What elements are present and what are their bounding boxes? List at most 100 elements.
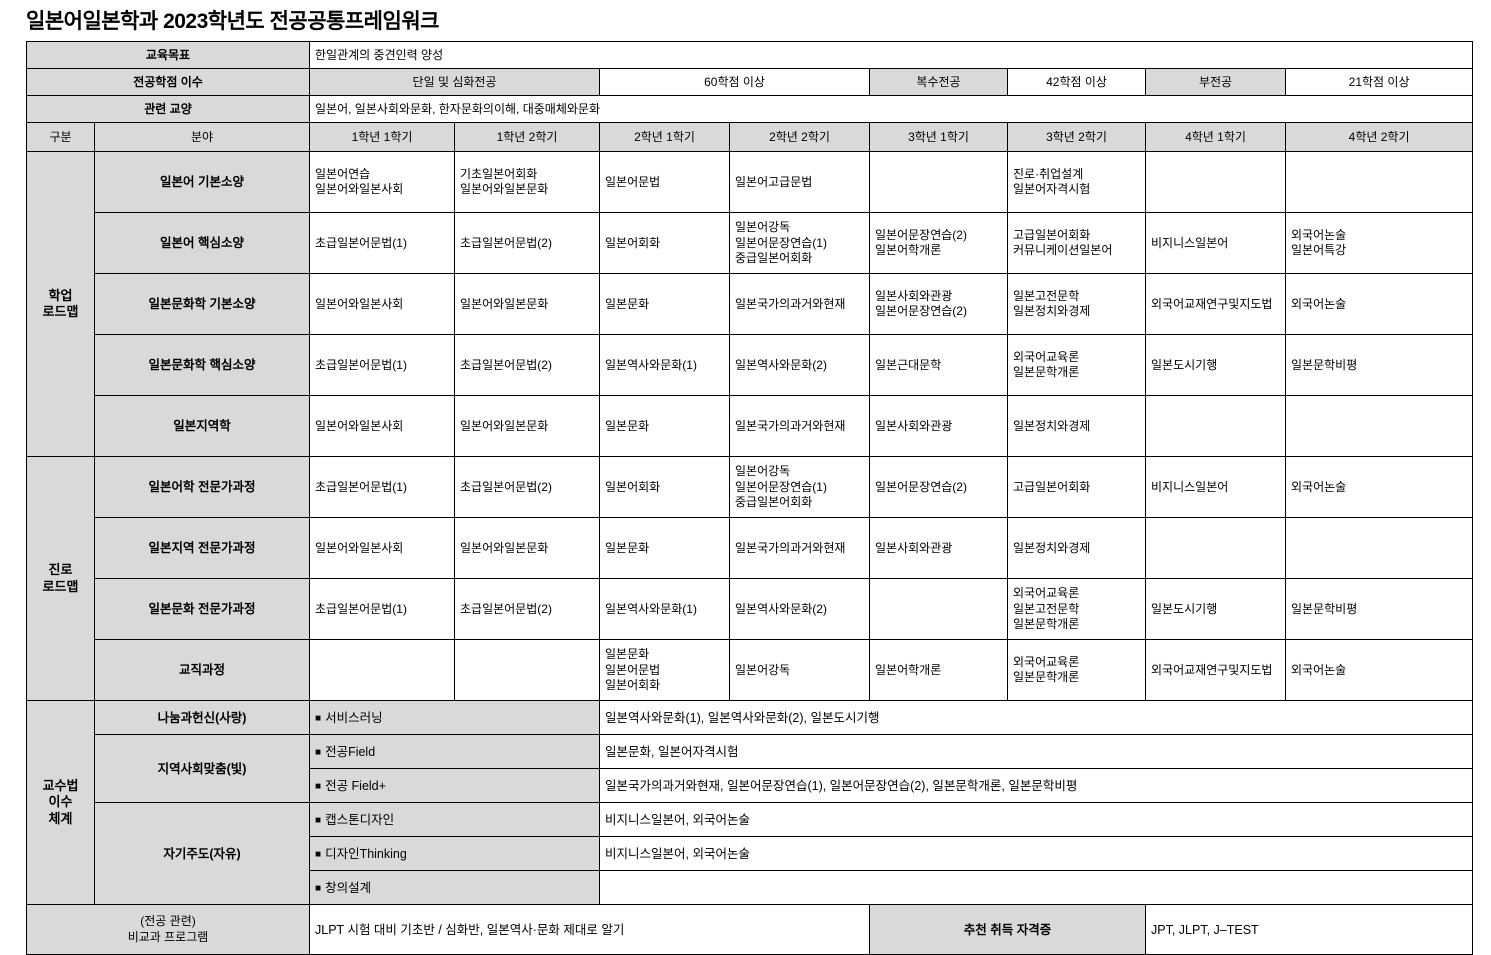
extracurricular-label: (전공 관련) 비교과 프로그램 (25, 904, 311, 955)
course-cell (1285, 395, 1474, 458)
teaching-method-label: 전공 Field+ (325, 778, 386, 793)
course-cell: 일본어와일본문화 (454, 273, 601, 336)
teaching-method-row: 교수법 이수 체계 나눔과헌신(사랑) ■ 서비스러닝 일본역사와문화(1), 일… (26, 700, 1474, 906)
square-bullet-icon: ■ (315, 780, 322, 792)
course-cell (1145, 151, 1287, 214)
teaching-method-label: 디자인Thinking (325, 846, 407, 861)
course-cell: 초급일본어문법(1) (309, 334, 456, 397)
square-bullet-icon: ■ (315, 814, 322, 826)
teaching-group-label: 자기주도(자유) (93, 802, 311, 906)
course-cell: 고급일본어회화 (1007, 456, 1147, 519)
course-cell: 외국어교재연구및지도법 (1145, 273, 1287, 336)
column-header-sem-3-2: 3학년 2학기 (1007, 122, 1147, 153)
table-row: 일본문화학 핵심소양 초급일본어문법(1) 초급일본어문법(2) 일본역사와문화… (27, 334, 1474, 397)
page-title: 일본어일본학과 2023학년도 전공공통프레임워크 (26, 10, 439, 33)
column-header-area: 분야 (93, 122, 311, 153)
teaching-method-row: 자기주도(자유) ■ 캡스톤디자인 비지니스일본어, 외국어논술 (27, 802, 1474, 906)
teaching-method-courses: 비지니스일본어, 외국어논술 (599, 802, 1474, 838)
major-credits-label: 전공학점 이수 (25, 68, 311, 97)
teaching-method-name: ■ 디자인Thinking (309, 836, 601, 872)
course-cell: 비지니스일본어 (1145, 456, 1287, 519)
area-label: 일본어 기본소양 (93, 151, 311, 214)
section-label-teaching-system: 교수법 이수 체계 (26, 700, 95, 906)
teaching-method-name: ■ 창의설계 (309, 870, 601, 906)
liberal-arts-value: 일본어, 일본사회와문화, 한자문화의이해, 대중매체와문화 (309, 95, 1474, 124)
education-goal-value: 한일관계의 중견인력 양성 (309, 41, 1474, 70)
course-cell: 비지니스일본어 (1145, 212, 1287, 275)
teaching-method-label: 창의설계 (325, 880, 372, 895)
course-cell: 일본역사와문화(2) (729, 578, 871, 641)
teaching-method-courses: 일본문화, 일본어자격시험 (599, 734, 1474, 770)
course-cell: 외국어교육론 일본문학개론 (1007, 334, 1147, 397)
course-cell: 일본문화 (599, 395, 731, 458)
course-cell: 고급일본어회화 커뮤니케이션일본어 (1007, 212, 1147, 275)
column-header-sem-4-1: 4학년 1학기 (1145, 122, 1287, 153)
course-cell: 외국어교육론 일본문학개론 (1007, 639, 1147, 702)
course-cell: 외국어논술 (1285, 456, 1474, 519)
extracurricular-value: JLPT 시험 대비 기초반 / 심화반, 일본역사·문화 제대로 알기 (309, 904, 871, 955)
table-row: 일본문화 전문가과정 초급일본어문법(1) 초급일본어문법(2) 일본역사와문화… (27, 578, 1474, 641)
course-cell: 일본어와일본사회 (309, 395, 456, 458)
course-cell: 일본어와일본사회 (309, 273, 456, 336)
column-header-sem-1-2: 1학년 2학기 (454, 122, 601, 153)
teaching-method-courses: 일본역사와문화(1), 일본역사와문화(2), 일본도시기행 (599, 700, 1474, 736)
credit-track-double: 복수전공 (869, 68, 1009, 97)
course-cell (869, 578, 1009, 641)
course-cell (309, 639, 456, 702)
course-cell: 외국어논술 (1285, 639, 1474, 702)
course-cell: 일본사회와관광 일본어문장연습(2) (869, 273, 1009, 336)
square-bullet-icon: ■ (315, 882, 322, 894)
course-cell: 일본고전문학 일본정치와경제 (1007, 273, 1147, 336)
course-cell: 일본어고급문법 (729, 151, 871, 214)
table-row: 진로 로드맵 일본어학 전문가과정 초급일본어문법(1) 초급일본어문법(2) … (26, 456, 1474, 702)
square-bullet-icon: ■ (315, 712, 322, 724)
course-cell: 일본어회화 (599, 212, 731, 275)
certification-label: 추천 취득 자격증 (869, 904, 1147, 955)
table-row: 일본지역 전문가과정 일본어와일본사회 일본어와일본문화 일본문화 일본국가의과… (27, 517, 1474, 580)
teaching-method-courses (599, 870, 1474, 906)
liberal-arts-label: 관련 교양 (25, 95, 311, 124)
course-cell: 초급일본어문법(1) (309, 212, 456, 275)
area-label: 일본문화학 핵심소양 (93, 334, 311, 397)
course-cell (454, 639, 601, 702)
course-cell: 일본사회와관광 (869, 517, 1009, 580)
course-cell: 일본문화 (599, 273, 731, 336)
section-label-career-roadmap: 진로 로드맵 (26, 456, 95, 702)
teaching-method-name: ■ 서비스러닝 (309, 700, 601, 736)
course-cell: 일본어와일본문화 (454, 517, 601, 580)
credit-value-single: 60학점 이상 (599, 68, 871, 97)
course-cell: 외국어논술 일본어특강 (1285, 212, 1474, 275)
area-label: 교직과정 (93, 639, 311, 702)
course-cell: 일본어강독 일본어문장연습(1) 중급일본어회화 (729, 456, 871, 519)
course-cell: 초급일본어문법(2) (454, 334, 601, 397)
course-cell: 일본어문장연습(2) (869, 456, 1009, 519)
credit-track-minor: 부전공 (1145, 68, 1287, 97)
course-cell: 일본어강독 (729, 639, 871, 702)
teaching-method-courses: 일본국가의과거와현재, 일본어문장연습(1), 일본어문장연습(2), 일본문학… (599, 768, 1474, 804)
area-label: 일본문화학 기본소양 (93, 273, 311, 336)
column-header-row: 구분 분야 1학년 1학기 1학년 2학기 2학년 1학기 2학년 2학기 3학… (26, 122, 1474, 153)
course-cell: 일본어문장연습(2) 일본어학개론 (869, 212, 1009, 275)
course-cell: 일본역사와문화(1) (599, 578, 731, 641)
teaching-group-label: 지역사회맞춤(빛) (93, 734, 311, 804)
table-row: 일본문화학 기본소양 일본어와일본사회 일본어와일본문화 일본문화 일본국가의과… (27, 273, 1474, 336)
course-cell: 일본국가의과거와현재 (729, 517, 871, 580)
credit-value-double: 42학점 이상 (1007, 68, 1147, 97)
table-row: 일본지역학 일본어와일본사회 일본어와일본문화 일본문화 일본국가의과거와현재 … (27, 395, 1474, 458)
course-cell (1145, 517, 1287, 580)
teaching-method-row: ■ 전공 Field+ 일본국가의과거와현재, 일본어문장연습(1), 일본어문장… (27, 768, 1474, 804)
course-cell: 일본어와일본문화 (454, 395, 601, 458)
framework-container: 교육목표 한일관계의 중견인력 양성 전공학점 이수 단일 및 심화전공 60학… (0, 41, 1491, 955)
credit-value-minor: 21학점 이상 (1285, 68, 1474, 97)
course-cell: 초급일본어문법(2) (454, 212, 601, 275)
square-bullet-icon: ■ (315, 746, 322, 758)
course-cell (1285, 151, 1474, 214)
teaching-method-row: 지역사회맞춤(빛) ■ 전공Field 일본문화, 일본어자격시험 (27, 734, 1474, 804)
column-header-sem-2-1: 2학년 1학기 (599, 122, 731, 153)
course-cell: 외국어교재연구및지도법 (1145, 639, 1287, 702)
course-cell: 진로·취업설계 일본어자격시험 (1007, 151, 1147, 214)
course-cell: 일본어학개론 (869, 639, 1009, 702)
teaching-method-label: 캡스톤디자인 (325, 812, 395, 827)
major-credits-row: 전공학점 이수 단일 및 심화전공 60학점 이상 복수전공 42학점 이상 부… (25, 68, 1474, 97)
course-cell: 일본문학비평 (1285, 334, 1474, 397)
